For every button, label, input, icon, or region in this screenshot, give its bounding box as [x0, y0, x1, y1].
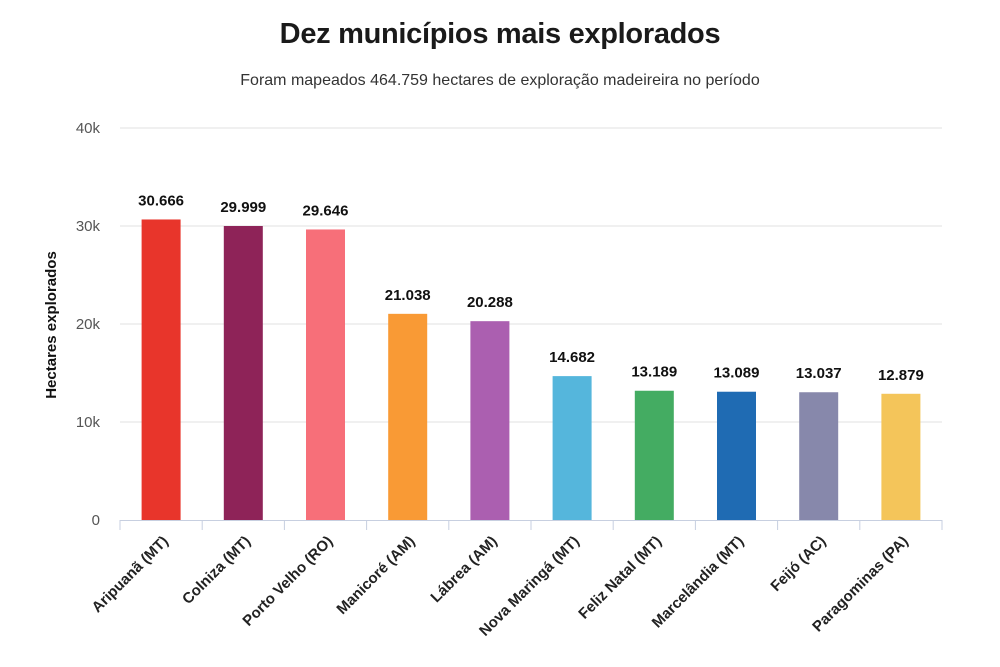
bar — [141, 219, 181, 520]
x-category-label: Colniza (MT) — [179, 533, 254, 608]
y-tick-label: 10k — [76, 414, 101, 431]
data-label: 21.038 — [385, 287, 431, 304]
bar — [717, 391, 756, 520]
x-category-label: Manicoré (AM) — [333, 533, 418, 618]
bar — [306, 229, 345, 521]
data-labels: 30.666 29.999 29.646 21.038 20.288 14.682 13.1… — [138, 192, 924, 383]
x-category-label: Lábrea (AM) — [427, 533, 500, 606]
chart-title: Dez municípios mais explorados — [279, 18, 721, 50]
data-label: 13.037 — [796, 365, 842, 382]
chart-subtitle: Foram mapeados 464.759 hectares de explo… — [240, 72, 760, 89]
y-axis-title: Hectares explorados — [43, 251, 60, 399]
data-label: 12.879 — [878, 367, 924, 384]
data-label: 20.288 — [467, 294, 513, 311]
x-category-label: Feijó (AC) — [767, 533, 829, 595]
bar — [388, 313, 428, 520]
y-tick-label: 20k — [76, 316, 101, 333]
data-label: 29.999 — [220, 199, 266, 216]
x-category-label: Aripuanã (MT) — [89, 533, 172, 616]
x-category-label: Marcelândia (MT) — [649, 533, 748, 632]
x-axis-labels: Aripuanã (MT) Colniza (MT)Porto Velho (RO… — [89, 533, 912, 640]
bar — [799, 392, 839, 520]
y-tick-label: 30k — [76, 218, 101, 235]
x-category-label: Porto Velho (RO) — [239, 533, 336, 630]
data-label: 14.682 — [549, 349, 595, 366]
data-label: 13.189 — [631, 364, 677, 381]
bar — [552, 376, 592, 520]
bars — [141, 219, 921, 521]
bar — [470, 321, 510, 520]
bar — [223, 226, 263, 520]
data-label: 29.646 — [303, 202, 349, 219]
x-category-label: Feliz Natal (MT) — [575, 533, 665, 623]
bar — [881, 393, 921, 520]
y-tick-label: 0 — [92, 512, 100, 529]
y-axis: 0 10k 20k 30k 40k — [76, 120, 101, 529]
bar — [634, 390, 674, 520]
data-label: 30.666 — [138, 192, 184, 209]
y-tick-label: 40k — [76, 120, 101, 137]
data-label: 13.089 — [714, 365, 760, 382]
